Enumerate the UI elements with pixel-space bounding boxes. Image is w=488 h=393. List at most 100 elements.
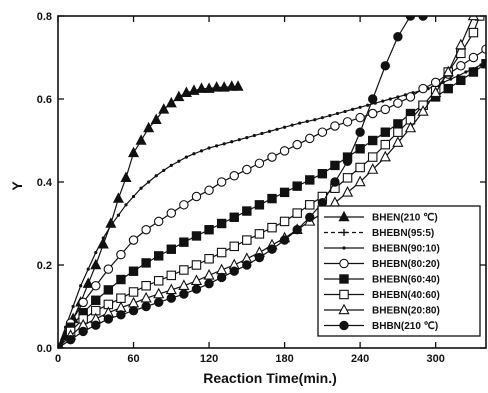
series-3-point [282,125,287,129]
series-8-point [254,252,265,263]
series-7-point [404,121,417,133]
series-4-point [380,104,391,115]
series-6-point [191,260,202,270]
series-4-point [355,112,365,123]
series-8-point [229,266,239,276]
series-3-point [237,138,241,142]
series-4-point [468,52,479,63]
series-8-point [216,272,227,283]
series-5-point [103,285,114,295]
series-4-point [229,171,239,181]
series-5-point [317,169,328,179]
series-1-point [173,90,185,102]
series-8 [58,16,428,348]
series-3-line [58,61,486,348]
series-6-point [179,265,189,275]
series-8-point [267,244,277,254]
series-5-point [229,212,239,222]
series-5-point [380,127,390,137]
series-4-point [204,185,214,196]
series-8-point [342,156,353,166]
legend-item: BHEBN(95:5) [324,228,434,239]
series-6-point [166,270,177,281]
x-tick-label: 240 [351,353,369,365]
series-3-point [199,149,204,153]
series-3-point [290,123,294,127]
series-7-point [455,38,467,50]
series-8-point [154,297,164,308]
legend-label: BHEN(210 ℃) [372,213,438,224]
series-3-point [343,109,347,114]
y-tick-label: 0.8 [37,11,52,23]
series-6-point [204,254,214,264]
series-3-point [381,99,385,103]
series-8-point [242,260,252,270]
series-7-point [341,185,354,197]
legend-marker [340,229,348,236]
legend-item: BHEBN(20:80) [324,303,440,317]
series-5-point [305,175,315,185]
x-axis-title: Reaction Time(min.) [203,370,337,386]
series-1-point [127,146,140,158]
series-1-point [143,121,155,133]
series-3-point [275,127,279,131]
y-tick-label: 0.0 [37,343,52,355]
x-tick-label: 300 [426,353,444,365]
series-7-point [417,105,429,116]
series-8-point [380,61,390,71]
series-3-point [388,97,392,101]
series-1-point [120,171,132,183]
legend-item: BHEN(210 ℃) [324,210,438,224]
series-5-point [179,237,189,247]
legend-marker [339,289,349,300]
series-4-point [481,44,486,54]
series-5-point [443,83,453,94]
series-4-point [305,133,315,144]
series-5-point [267,193,277,204]
series-4-point [279,146,290,156]
series-1 [58,80,244,348]
series-1-point [232,80,244,91]
series-6-point [305,200,315,210]
series-4-point [267,152,277,162]
series-3-point [260,131,264,136]
series-8-point [305,212,315,222]
series-7-point [442,65,454,77]
series-1-point [188,84,200,95]
series-1-point [112,192,124,203]
series-3-point [464,70,468,74]
legend-item: BHEBN(40:60) [324,289,440,301]
series-3-point [86,267,90,271]
series-4-point [103,264,114,274]
series-3-point [139,186,143,190]
series-4-point [91,280,101,291]
series-8-point [91,320,101,330]
series-1-point [158,103,170,114]
legend-marker [339,258,349,269]
series-3-point [230,140,234,144]
series-8-point [204,278,214,289]
x-tick-label: 60 [127,353,139,365]
legend-marker [339,320,349,331]
series-8-point [78,326,88,337]
series-5-point [355,144,365,154]
series-6-point [229,241,239,252]
legend-marker [338,210,350,222]
series-1-point [135,134,147,145]
series-3-point [116,213,121,217]
legend-item: BHEBN(80:20) [324,258,440,270]
series-3-point [358,105,362,109]
series-4-point [405,92,416,102]
y-axis-title: Y [9,181,25,191]
series-4-point [254,158,265,169]
plot-area [58,16,486,348]
series-7-point [430,86,442,98]
series-7-point [367,163,379,174]
series-6-point [254,229,265,239]
series-3-point [109,223,113,228]
series-3-point [396,95,400,99]
series-8-point [179,289,189,299]
series-6-point [393,127,403,137]
series-8-point [393,32,403,42]
series-6-point [216,247,227,258]
